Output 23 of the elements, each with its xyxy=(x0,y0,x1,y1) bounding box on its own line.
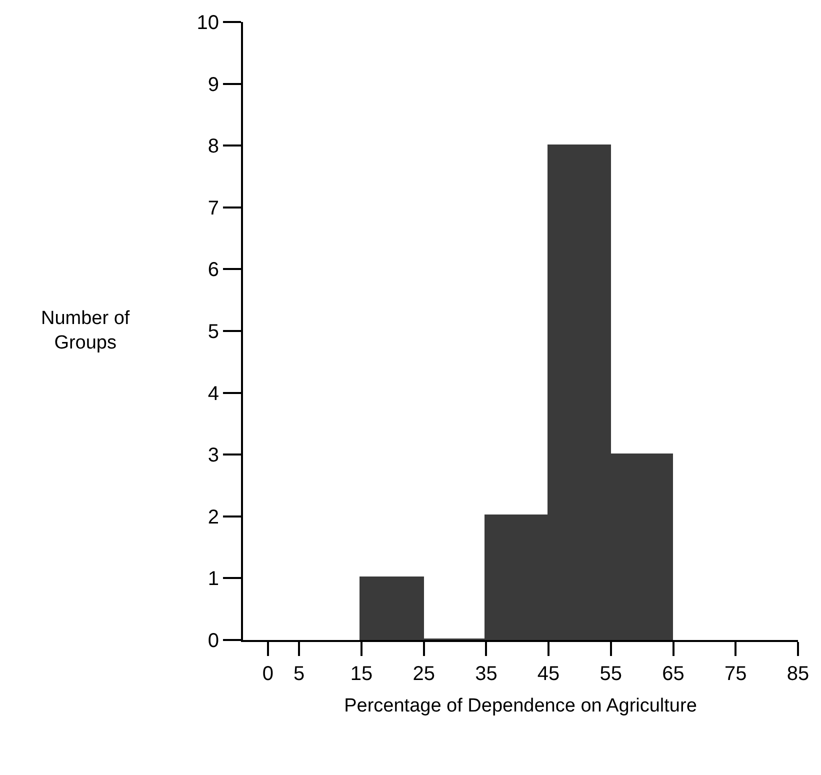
x-axis-title: Percentage of Dependence on Agriculture xyxy=(344,695,697,716)
x-tick-label: 15 xyxy=(350,663,373,685)
y-tick-label: 1 xyxy=(208,568,219,590)
x-tick-label: 55 xyxy=(600,663,622,685)
y-tick-label: 7 xyxy=(208,197,219,220)
y-tick-label: 9 xyxy=(208,74,219,96)
y-tick-label: 2 xyxy=(208,506,219,528)
x-tick-label: 25 xyxy=(412,663,435,685)
y-tick-label: 10 xyxy=(196,12,219,34)
y-tick-label: 8 xyxy=(208,136,219,158)
x-tick-label: 75 xyxy=(724,663,747,685)
x-tick-label: 35 xyxy=(475,663,498,685)
x-tick-label: 65 xyxy=(662,663,684,685)
x-tick-label: 85 xyxy=(786,663,810,685)
y-tick-label: 0 xyxy=(208,630,219,652)
y-tick-label: 3 xyxy=(208,444,219,467)
y-tick-label: 4 xyxy=(208,382,219,405)
y-tick-label: 6 xyxy=(208,259,219,282)
y-tick-label: 5 xyxy=(208,321,219,343)
x-tick-label: 5 xyxy=(294,663,305,685)
x-tick-label: 45 xyxy=(537,663,560,685)
y-axis-title: Number of Groups xyxy=(41,308,130,354)
x-tick-label: 0 xyxy=(262,663,274,685)
